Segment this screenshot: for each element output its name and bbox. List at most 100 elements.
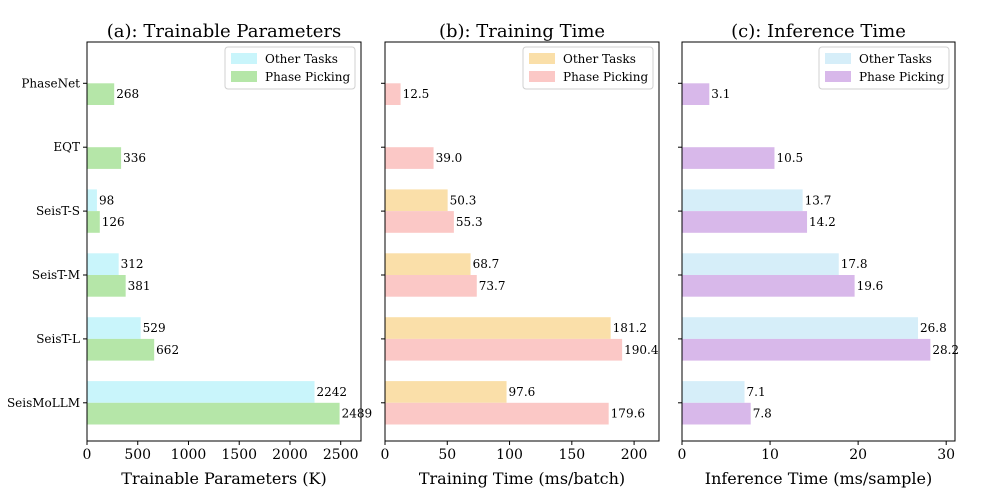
data-label: 126 (102, 215, 125, 229)
bar (682, 275, 855, 297)
x-tick-label: 20 (849, 447, 867, 463)
x-tick-label: 10 (761, 447, 779, 463)
x-axis-label: Training Time (ms/batch) (419, 469, 625, 488)
bar (682, 338, 931, 361)
data-label: 529 (143, 321, 166, 335)
plot-frame (384, 41, 660, 442)
bar (385, 189, 448, 212)
legend-label: Phase Picking (265, 70, 351, 84)
data-label: 312 (121, 257, 144, 271)
chart-title: (c): Inference Time (731, 21, 906, 42)
data-label: 14.2 (809, 215, 836, 229)
x-tick-label: 50 (438, 447, 456, 463)
x-tick-label: 2500 (323, 447, 359, 463)
bar (682, 402, 751, 425)
data-label: 50.3 (450, 193, 477, 207)
x-tick-label: 0 (83, 447, 92, 463)
data-label: 7.1 (747, 385, 766, 399)
data-label: 662 (156, 343, 179, 357)
legend-label: Other Tasks (563, 52, 636, 66)
bar (87, 189, 97, 212)
data-label: 190.4 (624, 343, 659, 357)
data-label: 97.6 (509, 385, 536, 399)
legend-label: Phase Picking (563, 70, 649, 84)
bar (385, 381, 507, 403)
data-label: 73.7 (479, 279, 506, 293)
data-label: 2489 (342, 407, 373, 421)
plot-frame (86, 41, 362, 442)
data-label: 13.7 (805, 193, 832, 207)
bar (87, 317, 141, 339)
bar (385, 402, 609, 425)
data-label: 26.8 (920, 321, 947, 335)
bar (682, 147, 775, 169)
bar (682, 253, 839, 275)
data-label: 179.6 (611, 407, 645, 421)
legend-swatch (825, 71, 851, 82)
bar (87, 83, 115, 105)
bar (87, 381, 315, 403)
legend-swatch (529, 53, 555, 64)
data-label: 10.5 (776, 151, 803, 165)
legend-label: Phase Picking (859, 70, 945, 84)
category-label: EQT (53, 140, 80, 154)
legend-box (522, 46, 654, 90)
chart-title: (b): Training Time (439, 21, 605, 42)
bar (385, 83, 401, 105)
x-tick-label: 0 (381, 447, 390, 463)
bar (87, 338, 155, 361)
bar (682, 83, 710, 105)
x-tick-label: 2000 (272, 447, 308, 463)
bar (385, 275, 477, 297)
chart-panel-1: 12.5 39.0 50.3 55.3 68.7 73.7 181.2 190.4 97.6 17… (381, 21, 660, 488)
data-label: 181.2 (613, 321, 647, 335)
bar (385, 317, 611, 339)
data-label: 39.0 (436, 151, 463, 165)
x-tick-label: 1500 (221, 447, 257, 463)
data-label: 17.8 (841, 257, 868, 271)
chart-title: (a): Trainable Parameters (107, 21, 341, 42)
bar (87, 275, 126, 297)
data-label: 12.5 (403, 87, 430, 101)
legend-swatch (529, 71, 555, 82)
bar (87, 253, 119, 275)
plot-frame (681, 41, 956, 442)
bar (87, 147, 122, 169)
bar (682, 211, 808, 233)
chart-panel-2: 3.1 10.5 13.7 14.2 17.8 19.6 26.8 28.2 7.1 7.8 0 10… (678, 21, 960, 488)
bar (385, 338, 623, 361)
data-label: 381 (128, 279, 151, 293)
bar (385, 211, 454, 233)
category-label: SeisT-L (36, 332, 80, 346)
data-label: 7.8 (753, 407, 772, 421)
bar (385, 147, 434, 169)
legend-swatch (231, 53, 257, 64)
legend-box (818, 46, 950, 90)
data-label: 98 (99, 193, 114, 207)
data-label: 19.6 (857, 279, 884, 293)
bar (682, 317, 919, 339)
x-tick-label: 1000 (171, 447, 207, 463)
bar (682, 189, 803, 212)
x-tick-label: 150 (558, 447, 585, 463)
category-label: PhaseNet (21, 76, 80, 90)
x-tick-label: 500 (124, 447, 151, 463)
data-label: 3.1 (711, 87, 730, 101)
chart-panel-0: 268 PhaseNet 336 EQT 98 126 SeisT-S 312 381 SeisT… (7, 21, 372, 488)
x-tick-label: 200 (621, 447, 648, 463)
x-tick-label: 100 (496, 447, 523, 463)
legend-swatch (825, 53, 851, 64)
x-axis-label: Trainable Parameters (K) (121, 469, 326, 488)
data-label: 336 (123, 151, 146, 165)
data-label: 2242 (317, 385, 348, 399)
legend-box (224, 46, 356, 90)
data-label: 68.7 (473, 257, 500, 271)
data-label: 55.3 (456, 215, 483, 229)
data-label: 268 (116, 87, 139, 101)
bar (87, 402, 340, 425)
bar (87, 211, 100, 233)
legend-label: Other Tasks (265, 52, 338, 66)
bar (682, 381, 745, 403)
x-tick-label: 30 (937, 447, 955, 463)
